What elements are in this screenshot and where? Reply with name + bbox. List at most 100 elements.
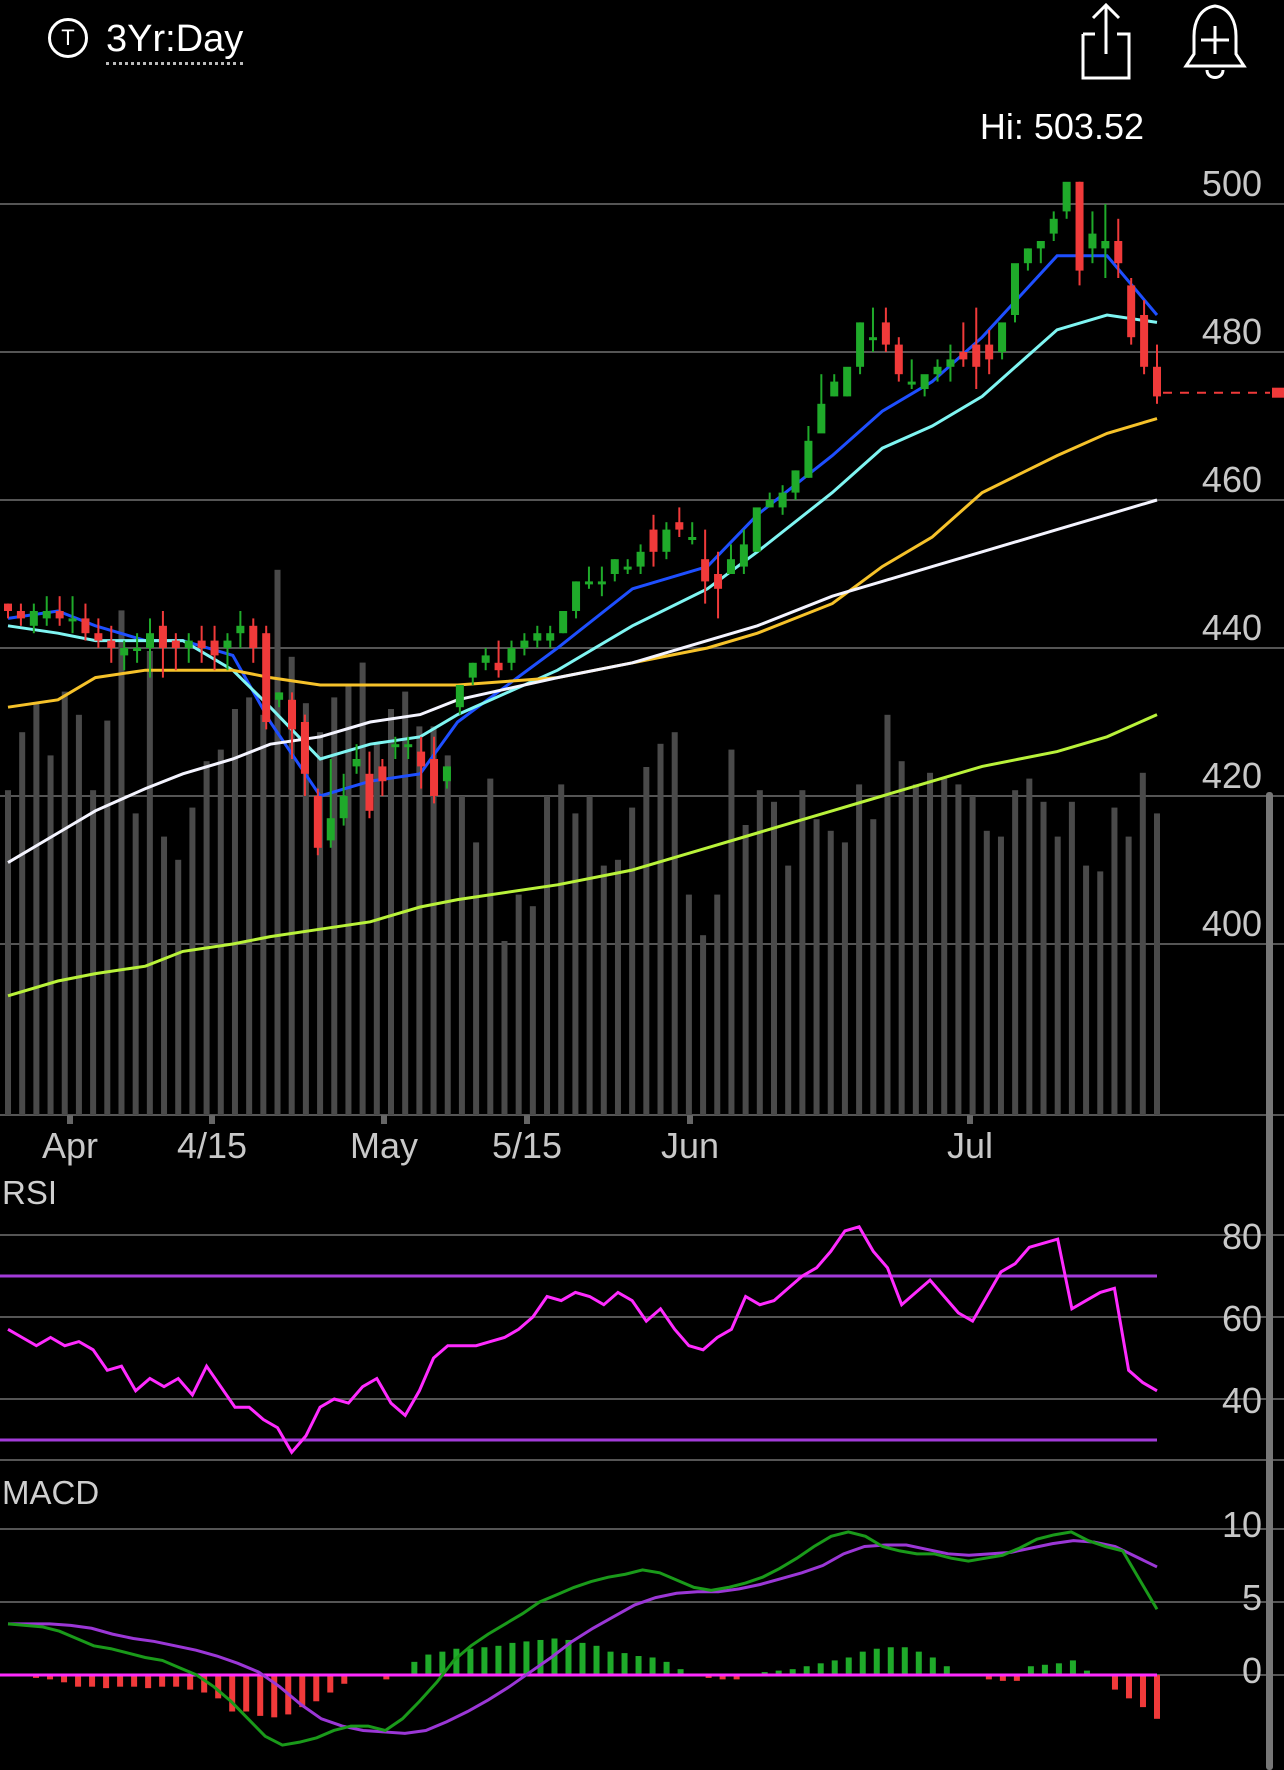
volume-bar <box>714 894 721 1115</box>
candle-body <box>1140 315 1149 367</box>
volume-bar <box>288 656 295 1115</box>
macd-histogram-bar <box>103 1675 110 1689</box>
macd-histogram-bar <box>187 1675 194 1690</box>
price-axis-labels: 500 480 460 440 420 400 <box>1202 163 1262 944</box>
macd-histogram-bar <box>439 1651 446 1675</box>
macd-histogram-bar <box>201 1675 208 1693</box>
candle-body <box>81 618 90 634</box>
volume-bar <box>515 894 522 1115</box>
volume-bar <box>614 859 621 1115</box>
date-tick-label: 5/15 <box>492 1125 562 1166</box>
macd-histogram-bar <box>901 1647 908 1675</box>
ticker-type-icon[interactable]: T <box>48 18 88 58</box>
volume-bar <box>941 778 948 1115</box>
candle-body <box>223 640 232 648</box>
candle-body <box>739 544 748 567</box>
volume-bar <box>955 784 962 1115</box>
volume-bar <box>685 894 692 1115</box>
candle-body <box>107 640 116 648</box>
volume-bar <box>600 865 607 1115</box>
candle-body <box>1153 366 1161 397</box>
macd-histogram-bar <box>453 1648 460 1675</box>
volume-bar <box>473 842 480 1115</box>
volume-bar <box>189 807 196 1115</box>
volume-bar <box>799 790 806 1115</box>
macd-histogram-bar <box>411 1661 418 1675</box>
volume-bar <box>969 796 976 1115</box>
candle-body <box>623 566 632 570</box>
date-tick-label: Apr <box>42 1125 98 1166</box>
macd-line <box>7 1530 1159 1747</box>
volume-bar <box>217 749 224 1115</box>
macd-histogram-bar <box>1154 1675 1160 1719</box>
volume-bar <box>898 761 905 1115</box>
macd-histogram-bar <box>383 1675 390 1680</box>
volume-bar <box>1097 871 1104 1115</box>
candle-body <box>300 722 309 774</box>
macd-histogram-bar <box>467 1648 474 1675</box>
macd-tick-label: 10 <box>1222 1504 1262 1545</box>
macd-histogram-bar <box>635 1656 642 1675</box>
candle-body <box>365 773 374 811</box>
candle-body <box>546 633 555 641</box>
candle-body <box>158 625 167 648</box>
date-tick-label: Jun <box>661 1125 719 1166</box>
price-tick-label: 480 <box>1202 311 1262 352</box>
volume-bar <box>416 726 423 1115</box>
candle-body <box>843 366 852 397</box>
macd-histogram-bar <box>495 1645 502 1675</box>
macd-histogram-bar <box>425 1654 432 1675</box>
macd-histogram-bar <box>1139 1675 1146 1708</box>
scroll-indicator[interactable] <box>1266 792 1273 1770</box>
volume-bar <box>331 697 338 1115</box>
candle-body <box>804 440 813 478</box>
candlesticks <box>4 181 1284 856</box>
candle-body <box>146 633 155 648</box>
candle-body <box>920 374 929 389</box>
price-tick-label: 400 <box>1202 903 1262 944</box>
macd-histogram-bar <box>663 1661 670 1675</box>
volume-bar <box>671 732 678 1115</box>
candle-body <box>662 529 671 552</box>
candle-body <box>1036 241 1045 249</box>
macd-histogram-bar <box>243 1675 250 1712</box>
candle-body <box>701 559 710 582</box>
macd-histogram-bar <box>579 1642 586 1675</box>
share-icon[interactable] <box>1075 0 1135 84</box>
volume-bar <box>1026 778 1033 1115</box>
candle-body <box>688 537 697 540</box>
candle-body <box>288 699 297 730</box>
volume-bar <box>373 743 380 1115</box>
macd-histogram-bar <box>803 1666 810 1675</box>
volume-bar <box>785 865 792 1115</box>
candle-body <box>985 344 994 360</box>
volume-bar <box>487 778 494 1115</box>
macd-histogram-bar <box>229 1675 236 1712</box>
candle-body <box>1075 181 1084 271</box>
macd-histogram-bar <box>1027 1666 1034 1675</box>
candle-body <box>972 344 981 367</box>
candle-body <box>236 625 245 634</box>
macd-histogram-bar <box>607 1651 614 1675</box>
candle-body <box>481 655 490 663</box>
volume-bar <box>231 709 238 1115</box>
volume-bar <box>302 703 309 1115</box>
time-range-selector[interactable]: 3Yr:Day <box>106 16 244 65</box>
candle-body <box>1010 263 1019 315</box>
volume-bar <box>47 755 54 1115</box>
candle-body <box>210 640 219 656</box>
macd-histogram-bar <box>943 1666 950 1675</box>
volume-bar <box>19 732 26 1115</box>
candle-body <box>339 796 348 819</box>
candle-body <box>830 381 839 397</box>
volume-bar <box>558 784 565 1115</box>
macd-panel: MACD 10 5 0 <box>0 1474 1284 1747</box>
candle-body <box>455 685 464 708</box>
bell-plus-icon[interactable] <box>1180 0 1250 84</box>
candle-body <box>16 611 25 619</box>
macd-histogram-bar <box>817 1663 824 1675</box>
candle-body <box>946 359 955 367</box>
macd-histogram-bar <box>117 1675 124 1687</box>
volume-bar <box>161 836 168 1115</box>
